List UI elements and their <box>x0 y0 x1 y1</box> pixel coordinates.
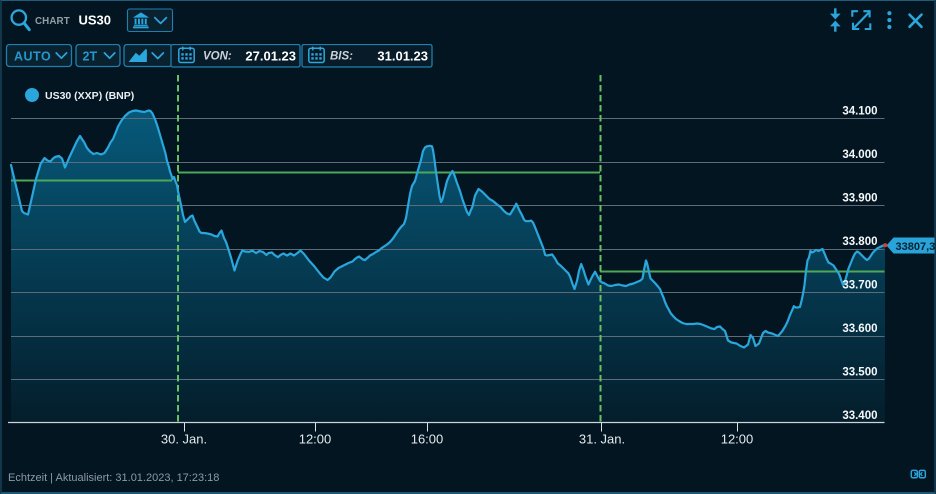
svg-text:33.600: 33.600 <box>842 323 877 335</box>
svg-text:2T: 2T <box>83 50 98 64</box>
svg-text:34.100: 34.100 <box>842 106 877 118</box>
svg-text:33.500: 33.500 <box>842 367 877 379</box>
svg-text:31.01.23: 31.01.23 <box>377 49 428 64</box>
svg-text:CHART: CHART <box>35 16 70 27</box>
svg-text:Echtzeit | Aktualisiert: 31.01: Echtzeit | Aktualisiert: 31.01.2023, 17:… <box>8 472 219 484</box>
svg-text:30. Jan.: 30. Jan. <box>161 432 207 447</box>
svg-text:16:00: 16:00 <box>411 432 444 447</box>
svg-text:31. Jan.: 31. Jan. <box>579 432 625 447</box>
svg-text:33.700: 33.700 <box>842 280 877 292</box>
svg-text:BIS:: BIS: <box>330 51 353 63</box>
svg-text:33.800: 33.800 <box>842 236 877 248</box>
svg-text:AUTO: AUTO <box>14 50 51 64</box>
svg-text:12:00: 12:00 <box>721 432 754 447</box>
svg-text:33807,3: 33807,3 <box>896 241 936 253</box>
svg-text:US30 (XXP) (BNP): US30 (XXP) (BNP) <box>45 90 134 102</box>
svg-text:33.900: 33.900 <box>842 193 877 205</box>
svg-text:27.01.23: 27.01.23 <box>245 49 296 64</box>
svg-text:US30: US30 <box>79 13 112 28</box>
svg-text:33.400: 33.400 <box>842 410 877 422</box>
svg-text:VON:: VON: <box>203 51 232 63</box>
svg-text:34.000: 34.000 <box>842 149 877 161</box>
svg-text:12:00: 12:00 <box>299 432 332 447</box>
